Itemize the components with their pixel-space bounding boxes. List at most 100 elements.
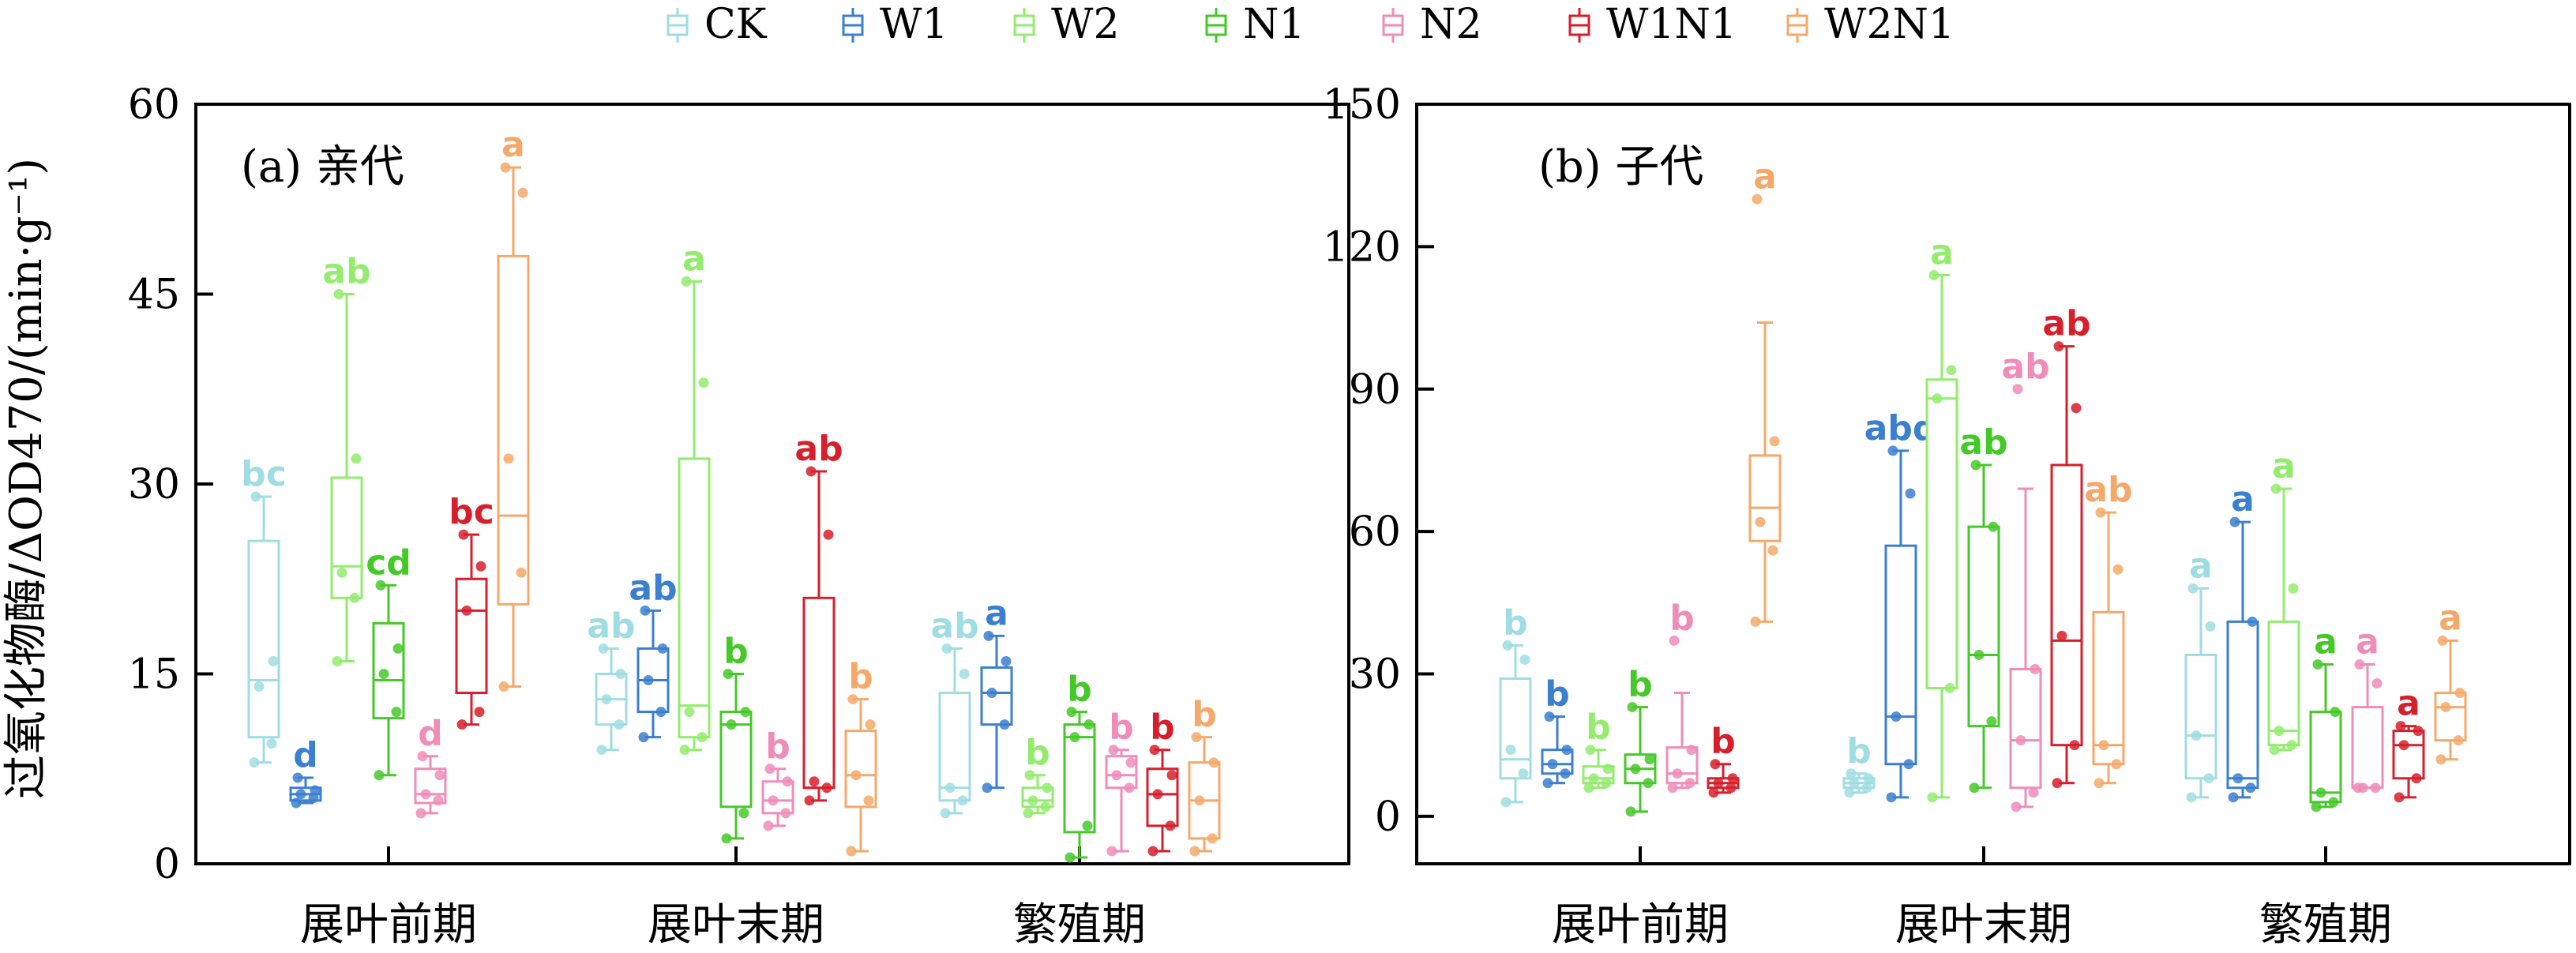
data-point	[2093, 778, 2105, 789]
box-w1: a	[2226, 479, 2259, 803]
data-point	[2112, 564, 2124, 575]
box-ck: ab	[587, 606, 636, 756]
data-point	[1001, 655, 1012, 666]
box-iqr	[2226, 620, 2259, 790]
box-iqr	[2392, 730, 2425, 780]
data-point	[291, 797, 302, 809]
legend-label: N2	[1420, 1, 1482, 48]
data-point	[957, 795, 968, 806]
data-point	[1769, 436, 1780, 447]
data-point	[1905, 488, 1916, 499]
data-point	[2435, 754, 2446, 765]
data-point	[1207, 833, 1218, 844]
data-point	[517, 187, 528, 198]
legend-label: CK	[704, 1, 768, 48]
x-tick-label: 繁殖期	[1013, 899, 1146, 951]
x-ticks-a: 展叶前期 展叶末期 繁殖期	[300, 846, 1146, 951]
data-point	[374, 770, 385, 781]
box-iqr	[2309, 711, 2342, 804]
data-point	[1713, 778, 1724, 789]
data-point	[738, 808, 749, 819]
significance-letter: ab	[1959, 422, 2007, 463]
significance-letter: a	[1753, 156, 1777, 197]
panel-title-a: (a) 亲代	[241, 141, 404, 193]
legend-label: W2N1	[1824, 1, 1955, 48]
data-point	[2437, 635, 2448, 646]
data-point	[1518, 768, 1529, 779]
data-point	[1891, 711, 1902, 722]
box-n1: b	[1624, 665, 1657, 817]
data-point	[804, 795, 815, 806]
significance-letter: b	[1545, 674, 1570, 715]
box-w1: b	[1541, 674, 1574, 789]
x-tick-label: 展叶末期	[648, 899, 824, 951]
data-point	[1519, 654, 1530, 665]
data-point	[434, 770, 445, 781]
box-w1n1: ab	[2042, 304, 2091, 789]
data-point	[1027, 795, 1038, 806]
data-point	[940, 808, 951, 819]
data-point	[2069, 740, 2080, 751]
data-point	[1208, 757, 1219, 768]
data-point	[1944, 683, 1955, 694]
data-point	[1630, 764, 1641, 775]
data-point	[1684, 778, 1695, 789]
box-iqr	[1925, 378, 1958, 690]
data-point	[2357, 782, 2368, 794]
data-point	[1191, 732, 1202, 743]
data-point	[1988, 521, 1999, 532]
significance-letter: a	[682, 238, 706, 279]
y-tick-label: 60	[128, 81, 180, 129]
significance-letter: b	[1025, 733, 1050, 773]
data-point	[2413, 726, 2424, 737]
data-point	[1124, 782, 1135, 794]
data-point	[2398, 740, 2409, 751]
significance-letter: b	[1669, 598, 1695, 638]
data-point	[474, 707, 485, 718]
significance-letter: ab	[2042, 304, 2090, 344]
data-point	[249, 757, 260, 768]
data-point	[809, 776, 820, 787]
data-point	[433, 795, 444, 806]
data-point	[1887, 445, 1898, 456]
data-point	[944, 782, 956, 794]
data-point	[351, 453, 362, 464]
data-point	[1065, 852, 1076, 863]
significance-letter: bc	[449, 492, 494, 532]
box-iqr	[247, 539, 280, 739]
data-point	[1189, 846, 1200, 857]
data-point	[1667, 782, 1678, 794]
data-point	[1725, 782, 1737, 794]
data-point	[959, 669, 970, 679]
data-point	[253, 681, 265, 692]
data-point	[1560, 768, 1571, 779]
significance-letter: b	[1586, 707, 1611, 748]
data-point	[392, 643, 404, 654]
significance-letter: a	[2231, 479, 2255, 520]
data-point	[1601, 778, 1612, 789]
data-point	[500, 162, 511, 173]
data-point	[1166, 770, 1177, 781]
data-point	[336, 567, 347, 578]
data-point	[1505, 745, 1516, 756]
box-w1n1: b	[1707, 722, 1740, 798]
significance-letter: bc	[241, 454, 287, 494]
data-point	[2328, 797, 2339, 808]
data-point	[268, 655, 279, 666]
significance-letter: abd	[1864, 408, 1938, 448]
box-iqr	[2092, 610, 2125, 766]
data-point	[1066, 707, 1077, 718]
data-point	[846, 846, 857, 857]
data-point	[1970, 460, 1981, 471]
x-tick-label: 展叶前期	[1552, 899, 1729, 951]
data-point	[2071, 403, 2082, 414]
box-iqr	[1063, 723, 1096, 834]
significance-letter: a	[501, 125, 525, 165]
data-point	[2015, 735, 2026, 746]
data-point	[2011, 801, 2022, 812]
box-n2: a	[2351, 621, 2384, 794]
box-iqr	[980, 666, 1013, 726]
box-iqr	[2184, 653, 2217, 780]
